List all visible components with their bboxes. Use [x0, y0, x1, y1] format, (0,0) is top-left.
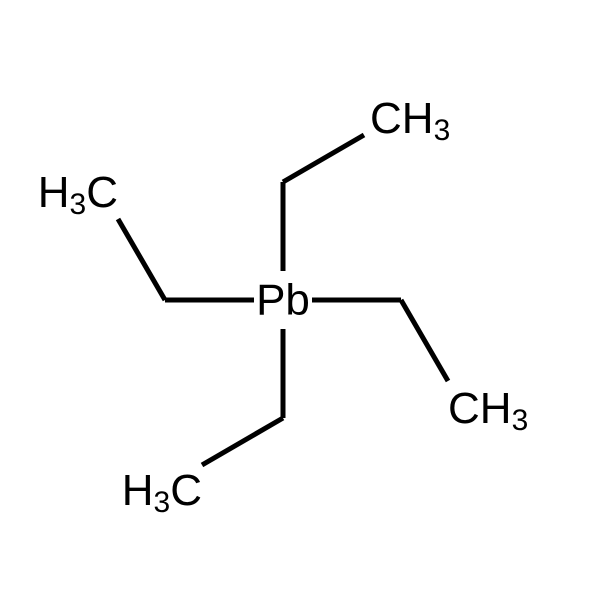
group-h3c-2: H3C: [38, 168, 118, 221]
atom-pb: Pb: [256, 276, 310, 325]
molecule-diagram: Pb CH3 H3C CH3 H3C: [0, 0, 600, 600]
bond-7: [202, 418, 283, 465]
bond-5: [401, 300, 448, 381]
svg-text:CH3: CH3: [370, 94, 450, 147]
bond-1: [283, 135, 364, 182]
group-h3c-4: H3C: [122, 466, 202, 519]
svg-text:CH3: CH3: [448, 384, 528, 437]
svg-text:H3C: H3C: [38, 168, 118, 221]
svg-text:H3C: H3C: [122, 466, 202, 519]
bond-3: [118, 219, 165, 300]
group-ch3-1: CH3: [370, 94, 450, 147]
atoms-group: Pb CH3 H3C CH3 H3C: [38, 94, 529, 519]
group-ch3-3: CH3: [448, 384, 528, 437]
